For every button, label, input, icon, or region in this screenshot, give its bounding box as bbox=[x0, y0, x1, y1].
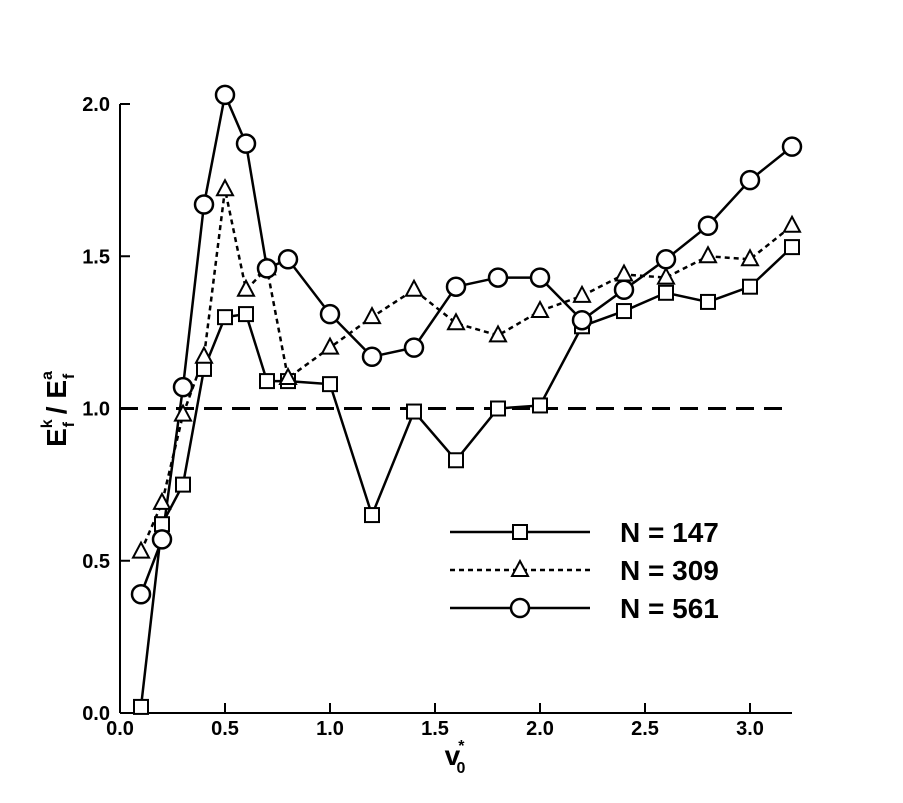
legend-label: N = 561 bbox=[620, 593, 719, 624]
marker bbox=[697, 215, 719, 237]
marker bbox=[319, 303, 341, 325]
marker bbox=[154, 516, 170, 533]
marker bbox=[446, 312, 466, 331]
marker bbox=[173, 403, 193, 422]
marker bbox=[445, 276, 467, 297]
marker bbox=[700, 293, 716, 310]
marker bbox=[362, 306, 382, 325]
marker bbox=[529, 267, 551, 288]
marker bbox=[175, 476, 191, 493]
marker bbox=[613, 279, 635, 300]
marker bbox=[277, 249, 299, 270]
legend-label: N = 147 bbox=[620, 517, 719, 548]
marker bbox=[236, 278, 256, 297]
marker bbox=[488, 324, 508, 343]
x-tick-label: 3.0 bbox=[736, 718, 764, 740]
marker bbox=[532, 397, 548, 414]
marker bbox=[698, 245, 718, 264]
x-tick-label: 2.0 bbox=[526, 718, 554, 740]
marker bbox=[572, 284, 592, 303]
marker bbox=[782, 214, 802, 233]
y-tick-label: 1.5 bbox=[82, 246, 110, 268]
marker bbox=[404, 278, 424, 297]
marker bbox=[739, 169, 761, 191]
marker bbox=[656, 266, 676, 285]
marker bbox=[238, 306, 254, 323]
marker bbox=[781, 136, 803, 157]
marker bbox=[133, 698, 149, 715]
marker bbox=[490, 400, 506, 417]
marker bbox=[215, 178, 235, 197]
marker bbox=[235, 133, 257, 154]
marker bbox=[403, 337, 425, 358]
x-label-sub: 0 bbox=[456, 760, 465, 777]
marker bbox=[196, 360, 212, 377]
marker bbox=[361, 346, 383, 367]
y-label-sup: a bbox=[39, 371, 56, 380]
y-tick-label: 1.0 bbox=[82, 399, 110, 421]
marker bbox=[364, 507, 380, 524]
marker bbox=[784, 239, 800, 256]
x-label-main: v bbox=[445, 740, 461, 771]
x-tick-label: 1.0 bbox=[316, 718, 344, 740]
series-line bbox=[139, 189, 793, 553]
y-label-sub: f bbox=[61, 421, 78, 427]
x-tick-label: 0.5 bbox=[211, 718, 239, 740]
y-tick-label: 0.0 bbox=[82, 703, 110, 725]
y-tick-label: 0.5 bbox=[82, 551, 110, 573]
y-tick-label: 2.0 bbox=[82, 94, 110, 116]
marker bbox=[194, 345, 214, 364]
y-axis-label: Ek f / Ea f bbox=[39, 371, 78, 447]
marker bbox=[406, 403, 422, 420]
marker bbox=[130, 583, 152, 605]
y-label-sub: f bbox=[61, 373, 78, 379]
marker bbox=[320, 336, 340, 355]
legend-label: N = 309 bbox=[620, 555, 719, 586]
marker bbox=[487, 267, 509, 288]
legend-marker bbox=[510, 558, 530, 577]
marker bbox=[530, 299, 550, 319]
marker bbox=[448, 452, 464, 469]
marker bbox=[217, 309, 233, 326]
marker bbox=[131, 540, 151, 559]
marker bbox=[214, 84, 236, 106]
x-axis-label: v* 0 bbox=[445, 738, 466, 777]
marker bbox=[655, 249, 677, 270]
marker bbox=[193, 194, 215, 215]
marker bbox=[742, 278, 758, 295]
x-tick-label: 2.5 bbox=[631, 718, 659, 740]
marker bbox=[152, 491, 172, 510]
legend-marker bbox=[509, 597, 531, 619]
y-label-main: / E bbox=[41, 380, 72, 422]
marker bbox=[278, 366, 298, 386]
marker bbox=[658, 284, 674, 301]
y-label-main: E bbox=[41, 428, 72, 447]
marker bbox=[259, 373, 275, 390]
marker bbox=[151, 529, 173, 550]
marker bbox=[614, 263, 634, 282]
marker bbox=[616, 303, 632, 320]
marker bbox=[256, 258, 278, 279]
marker bbox=[172, 376, 194, 398]
x-tick-label: 0.0 bbox=[106, 718, 134, 740]
x-tick-label: 1.5 bbox=[421, 718, 449, 740]
marker bbox=[740, 248, 760, 267]
y-label-sup: k bbox=[39, 419, 56, 428]
marker bbox=[322, 376, 338, 393]
marker bbox=[571, 309, 593, 331]
legend-marker bbox=[512, 524, 528, 540]
x-label-sup: * bbox=[458, 738, 465, 755]
